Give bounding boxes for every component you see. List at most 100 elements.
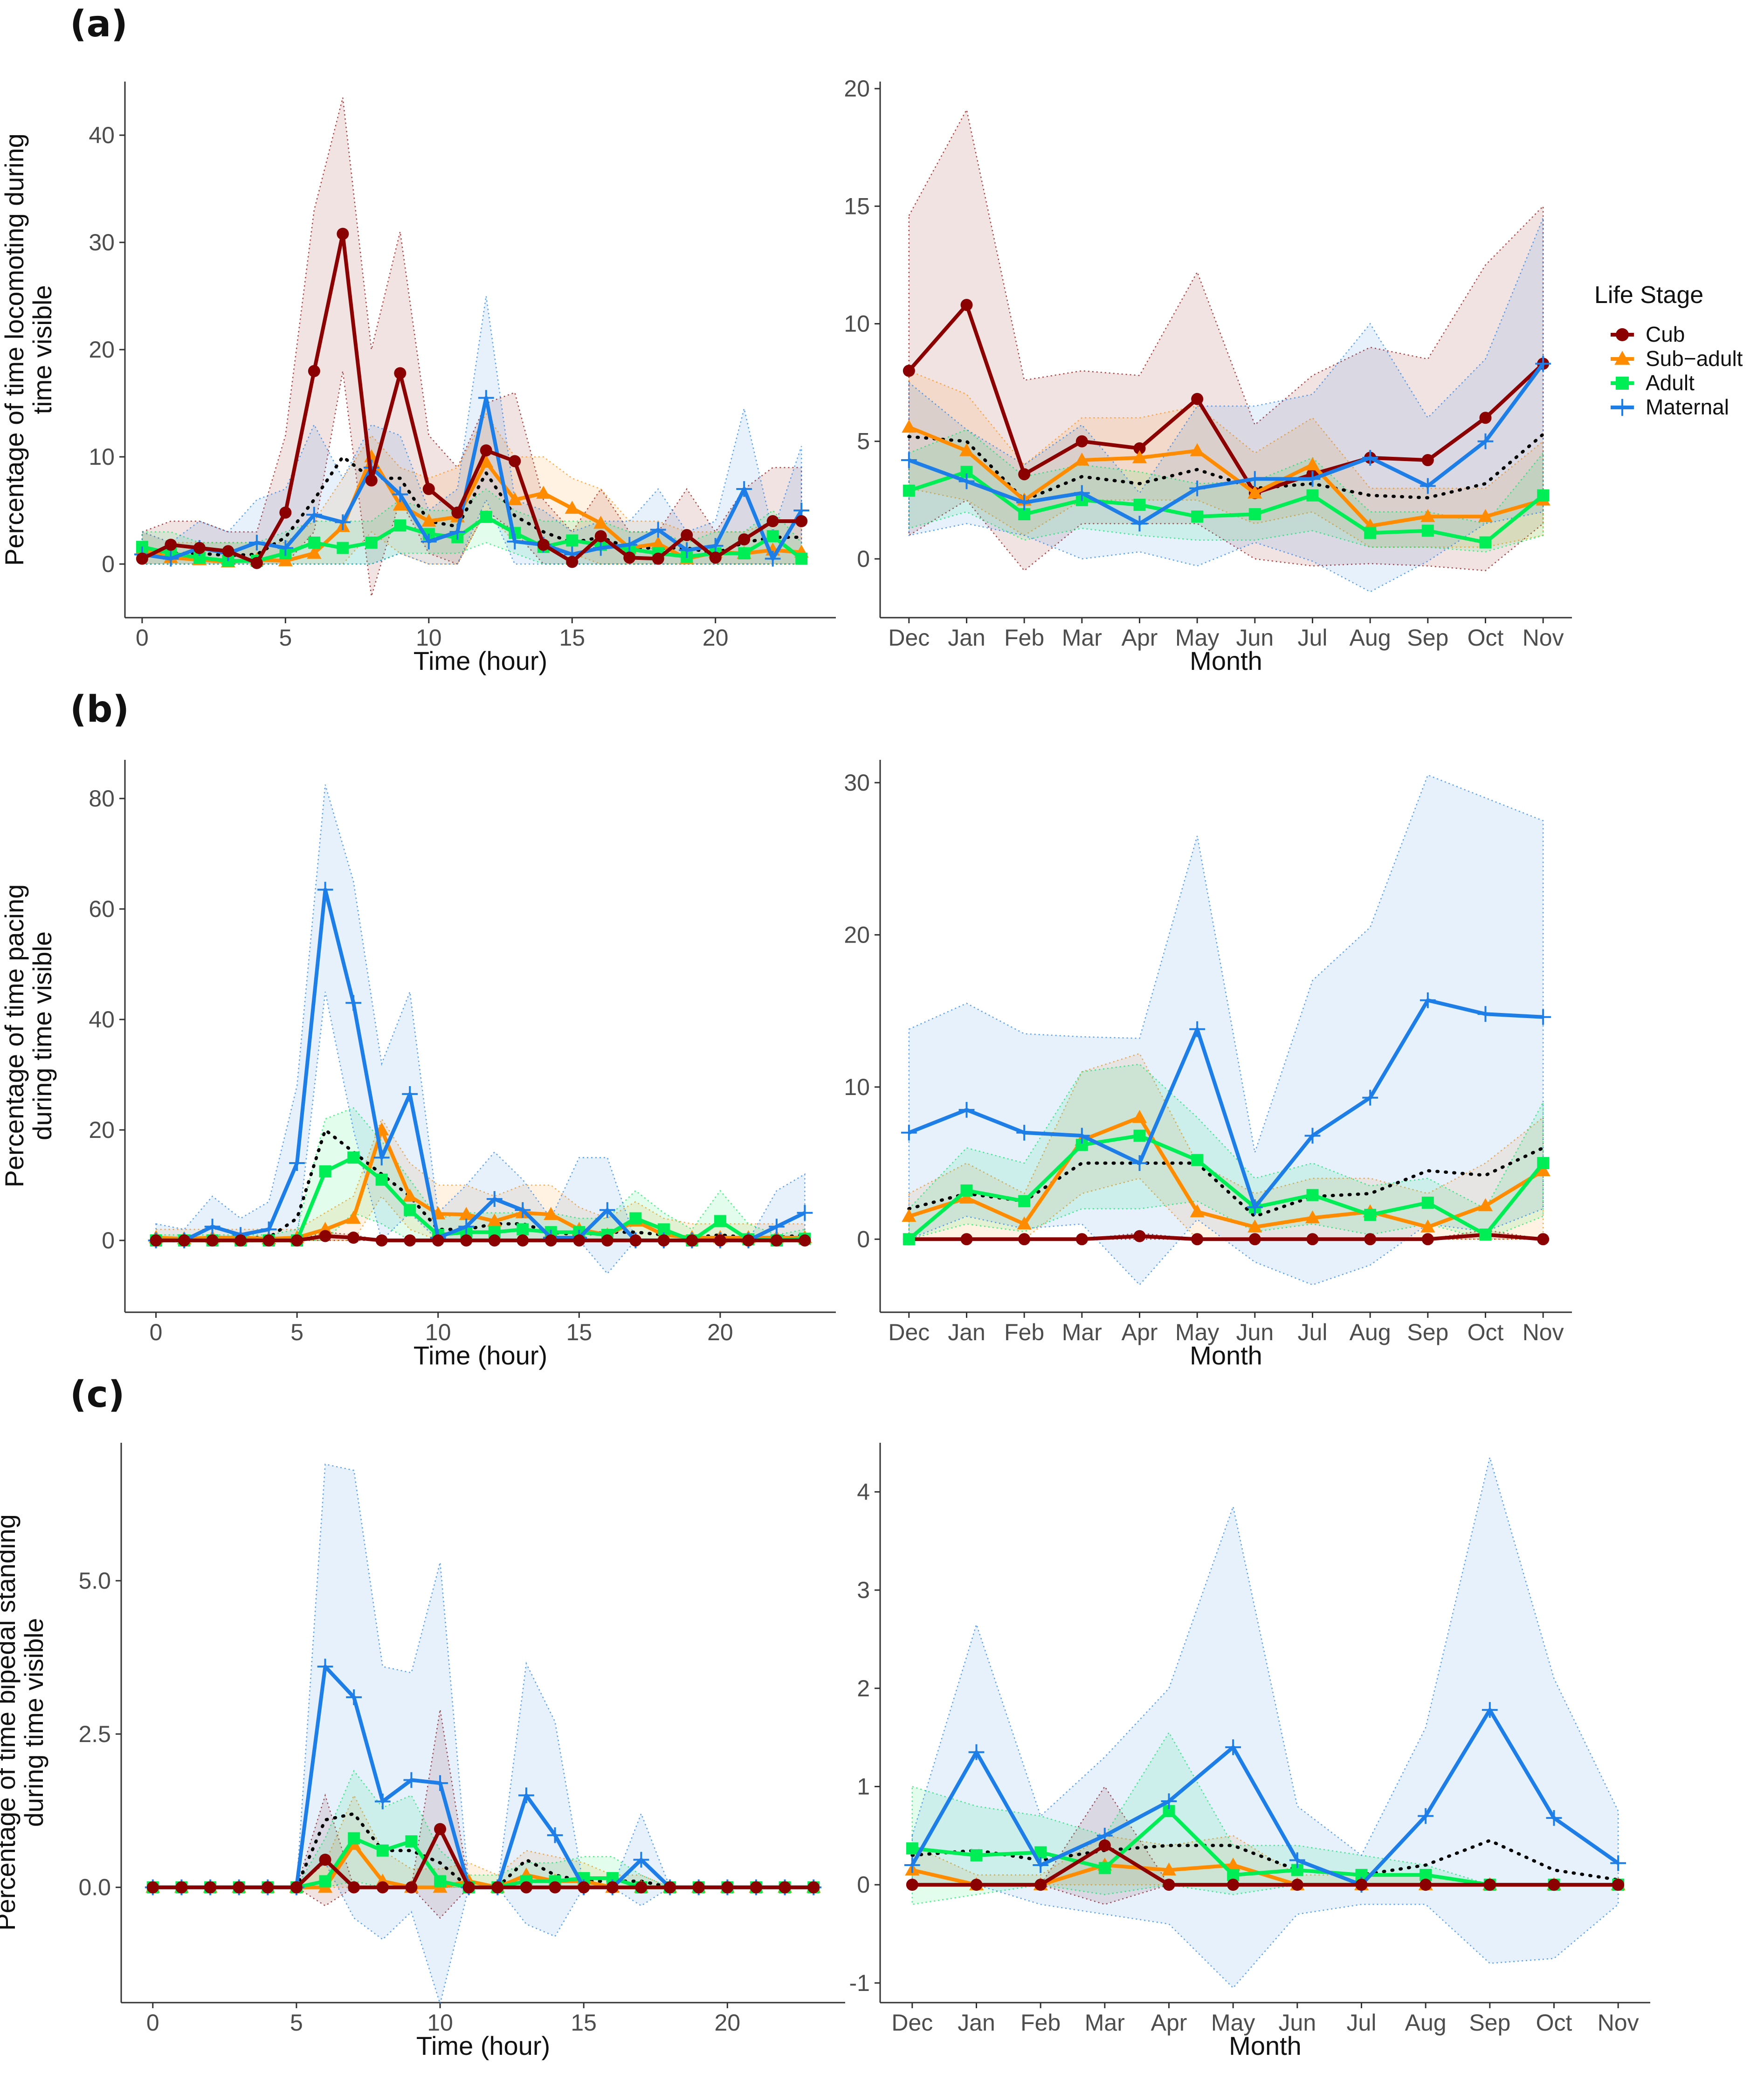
y-tick-label: 5 (857, 428, 870, 455)
y-tick-label: 2 (857, 1675, 870, 1701)
y-axis-title-line: Percentage of time locomoting during (0, 133, 29, 566)
x-tick-label: Jan (958, 2010, 995, 2036)
data-point-maternal (345, 995, 362, 1011)
series-line-cub (909, 1233, 1544, 1241)
x-tick-label: Mar (1062, 1319, 1102, 1345)
data-point-cub (480, 444, 492, 457)
data-point-cub (422, 483, 435, 495)
data-point-cub (750, 1881, 762, 1894)
x-tick-label: Oct (1468, 625, 1504, 651)
data-point-cub (308, 365, 320, 377)
data-point-cub (1612, 1879, 1625, 1891)
data-point-cub (1291, 1879, 1303, 1891)
data-point-subadult (393, 497, 407, 511)
x-tick-label: 5 (290, 1319, 303, 1345)
x-tick-label: Dec (888, 625, 930, 651)
y-tick-label: 4 (857, 1479, 870, 1505)
data-point-cub (960, 1233, 973, 1246)
x-tick-label: May (1211, 2010, 1255, 2036)
x-tick-label: 10 (425, 1319, 451, 1345)
data-point-cub (1419, 1879, 1432, 1891)
data-point-subadult (902, 420, 916, 433)
data-point-adult (566, 534, 579, 547)
panel-label-a: (a) (70, 3, 128, 45)
chart-3: 0 20 40 60 80 0 5 10 15 20 Time (hour) Percentage o… (0, 760, 836, 1370)
data-point-adult (1191, 1154, 1204, 1166)
data-point-maternal (633, 1852, 649, 1868)
y-tick-label: 10 (89, 444, 115, 470)
y-tick-label: 1 (857, 1773, 870, 1799)
ci-ribbon-adult (908, 429, 1544, 553)
data-point-adult (480, 510, 492, 523)
x-tick-label: Jul (1347, 2010, 1377, 2036)
data-point-maternal (547, 1827, 563, 1843)
data-point-cub (629, 1234, 642, 1247)
data-point-maternal (736, 481, 752, 497)
data-point-subadult (1420, 1219, 1435, 1233)
data-point-subadult (959, 1190, 974, 1204)
legend: Life Stage Cub Sub−adult Adult Maternal (1594, 282, 1743, 419)
x-tick-label: Sep (1407, 1319, 1448, 1345)
y-axis-title: Percentage of time pacingduring time vis… (0, 884, 57, 1188)
y-axis-title-line: time visible (28, 285, 57, 414)
data-point-cub (807, 1881, 820, 1894)
data-point-maternal (458, 1219, 475, 1235)
data-point-cub (594, 530, 607, 543)
data-point-maternal (797, 1205, 813, 1221)
data-point-cub (365, 474, 378, 487)
data-point-adult (319, 1875, 331, 1887)
series-line-maternal (908, 362, 1545, 526)
data-point-subadult (1478, 509, 1493, 522)
data-point-cub (657, 1234, 670, 1247)
x-tick-label: Aug (1405, 2010, 1447, 2036)
data-point-cub (348, 1881, 360, 1894)
x-tick-label: 5 (290, 2010, 303, 2036)
data-point-cub (1075, 435, 1088, 448)
data-point-subadult (902, 1209, 916, 1222)
data-point-maternal (392, 486, 408, 503)
legend-label-subadult: Sub−adult (1646, 346, 1743, 371)
y-axis-title-line: during time visible (28, 931, 57, 1140)
data-point-cub (601, 1234, 613, 1247)
data-point-cub (234, 1234, 247, 1247)
x-tick-label: Dec (888, 1319, 930, 1345)
x-axis-title: Time (hour) (413, 646, 547, 675)
data-point-maternal (277, 540, 294, 556)
x-tick-label: 15 (571, 2010, 597, 2036)
data-point-maternal (1535, 1009, 1551, 1025)
x-tick-label: Oct (1468, 1319, 1504, 1345)
data-point-cub (623, 551, 636, 564)
data-point-maternal (621, 537, 638, 553)
x-tick-label: Jun (1279, 2010, 1316, 2036)
data-point-cub (686, 1234, 698, 1247)
y-tick-label: 20 (844, 76, 870, 102)
data-point-maternal (1535, 356, 1551, 372)
data-point-adult (517, 1223, 529, 1236)
data-point-cub (279, 506, 292, 519)
data-point-cub (573, 1234, 586, 1247)
y-tick-label: 0 (102, 1227, 115, 1254)
data-point-maternal (1247, 471, 1263, 487)
data-point-maternal (901, 452, 917, 468)
data-point-adult (906, 1842, 918, 1855)
legend-key-marker-maternal (1613, 399, 1631, 416)
data-point-cub (681, 529, 693, 541)
data-point-cub (799, 1234, 811, 1247)
data-point-cub (262, 1881, 274, 1894)
legend-key-marker-subadult (1614, 351, 1630, 365)
y-tick-label: 3 (857, 1577, 870, 1603)
data-point-cub (1018, 1233, 1031, 1246)
series-line-cub (912, 1843, 1619, 1887)
data-point-cub (1163, 1879, 1175, 1891)
data-point-cub (779, 1881, 791, 1894)
y-axis-title-line: Percentage of time pacing (0, 884, 29, 1188)
data-point-maternal (707, 538, 724, 554)
data-point-adult (1479, 536, 1492, 549)
x-tick-label: Dec (891, 2010, 933, 2036)
y-tick-label: 20 (89, 1117, 115, 1143)
data-point-subadult (278, 553, 293, 566)
data-point-maternal (1131, 1155, 1148, 1171)
data-point-adult (1364, 527, 1377, 539)
data-point-subadult (479, 455, 494, 468)
x-tick-label: Nov (1598, 2010, 1639, 2036)
